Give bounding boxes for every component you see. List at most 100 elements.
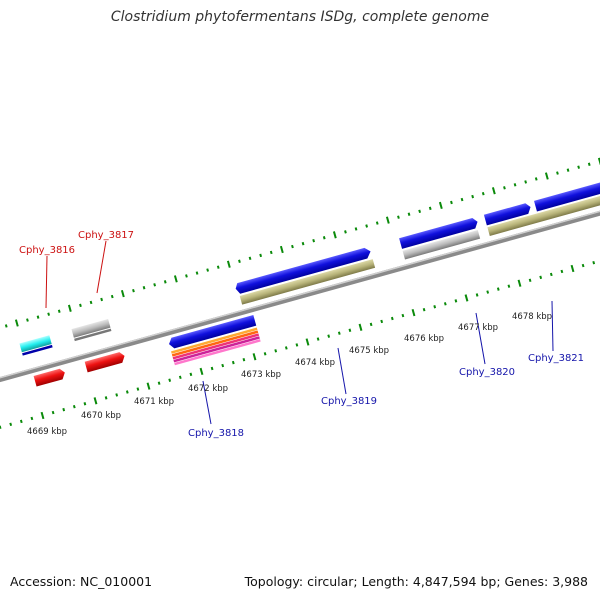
inner-tick: [348, 328, 352, 332]
outer-tick: [397, 215, 400, 219]
outer-tick: [491, 187, 496, 195]
gene-arrow-grey-2[interactable]: [402, 229, 481, 260]
outer-tick: [503, 186, 506, 190]
topology-text: Topology: circular; Length: 4,847,594 bp…: [244, 574, 588, 589]
inner-tick: [104, 396, 108, 400]
gene-arrow-red-2[interactable]: [84, 351, 126, 373]
inner-tick: [125, 390, 129, 394]
outer-tick: [110, 294, 114, 299]
outer-tick: [534, 177, 538, 181]
outer-tick: [385, 216, 390, 224]
inner-tick: [433, 305, 437, 309]
inner-tick: [316, 337, 320, 341]
outer-tick: [556, 171, 559, 175]
inner-tick: [592, 260, 596, 265]
inner-tick: [358, 323, 363, 331]
gene-arrow-blue-1[interactable]: [234, 247, 372, 295]
gene-arrow-blue-2[interactable]: [399, 217, 479, 249]
inner-tick: [199, 367, 204, 376]
gene-label-cphy_3819[interactable]: Cphy_3819: [321, 396, 377, 407]
gene-arrow-khaki-1[interactable]: [239, 259, 376, 305]
gene-arrow-cphy_3817-grey[interactable]: [71, 318, 111, 338]
gene-label-cphy_3816[interactable]: Cphy_3816: [19, 245, 75, 256]
inner-tick: [327, 334, 331, 338]
inner-tick: [178, 375, 182, 380]
gene-arrow-khaki-3[interactable]: [487, 189, 600, 236]
outer-tick: [428, 206, 432, 211]
gene-arrow-blue-3[interactable]: [483, 202, 532, 226]
outer-tick: [26, 318, 29, 322]
kbp-label-4677: 4677 kbp: [458, 323, 498, 333]
inner-tick: [274, 349, 278, 353]
outer-tick: [100, 297, 104, 302]
outer-tick: [524, 180, 528, 184]
gene-label-cphy_3821[interactable]: Cphy_3821: [528, 353, 584, 364]
outer-tick: [587, 162, 591, 166]
outer-tick: [47, 312, 51, 316]
inner-tick: [517, 279, 522, 287]
outer-tick: [226, 260, 231, 268]
kbp-label-4669: 4669 kbp: [27, 427, 67, 437]
outer-tick: [322, 236, 326, 240]
outer-tick: [544, 172, 549, 180]
outer-tick: [354, 227, 358, 231]
leader-cphy_3820: [475, 312, 486, 365]
inner-tick: [30, 416, 34, 421]
inner-tick: [83, 402, 87, 406]
outer-tick: [481, 191, 485, 196]
outer-tick: [79, 303, 82, 308]
outer-tick: [259, 253, 263, 258]
inner-tick: [528, 278, 532, 283]
rrna-band-5[interactable]: [174, 339, 261, 366]
leader-lines: [45, 240, 554, 425]
inner-tick: [72, 404, 76, 409]
genome-backbone-highlight: [0, 160, 600, 430]
inner-tick: [390, 316, 394, 321]
rrna-band-4[interactable]: [173, 336, 260, 363]
outer-tick: [365, 224, 369, 228]
gene-arrow-cphy_3816-cyan[interactable]: [19, 335, 52, 353]
inner-tick: [19, 419, 23, 424]
outer-tick: [279, 245, 284, 254]
leader-cphy_3819: [337, 347, 347, 395]
outer-tick: [344, 230, 347, 234]
reverse-strand: [33, 315, 261, 387]
inner-tick: [337, 331, 341, 335]
inner-tick: [443, 302, 447, 306]
rrna-band-3[interactable]: [172, 333, 260, 360]
inner-tick: [369, 322, 373, 327]
outer-tick: [132, 288, 135, 293]
gene-arrow-red-1[interactable]: [33, 368, 67, 387]
outer-tick: [36, 315, 40, 319]
outer-tick: [153, 283, 157, 287]
kbp-label-4676: 4676 kbp: [404, 334, 444, 344]
inner-tick: [242, 357, 246, 362]
gene-label-cphy_3817[interactable]: Cphy_3817: [78, 230, 134, 241]
inner-tick: [295, 343, 299, 347]
outer-tick: [216, 265, 220, 269]
outer-tick: [438, 201, 443, 210]
outer-tick: [195, 271, 199, 275]
genome-backbone: [0, 160, 600, 433]
inner-tick: [189, 372, 193, 377]
outer-tick: [375, 221, 379, 225]
gene-label-cphy_3818[interactable]: Cphy_3818: [188, 428, 244, 439]
gene-label-cphy_3820[interactable]: Cphy_3820: [459, 367, 515, 378]
outer-tick: [566, 168, 570, 172]
kbp-label-4675: 4675 kbp: [349, 346, 389, 356]
gene-arrow-blue-rev[interactable]: [168, 315, 257, 349]
inner-tick: [560, 269, 564, 274]
rrna-band-1[interactable]: [171, 327, 258, 354]
outer-tick: [407, 212, 411, 216]
leader-cphy_3816: [45, 255, 48, 309]
inner-tick: [252, 353, 257, 361]
gene-cphy_3816-underline: [22, 344, 53, 356]
inner-tick: [136, 387, 140, 391]
inner-tick: [305, 338, 310, 346]
rrna-band-2[interactable]: [171, 330, 259, 357]
leader-cphy_3817: [96, 240, 107, 294]
inner-tick: [263, 352, 267, 356]
leader-cphy_3818: [202, 380, 212, 425]
inner-tick: [411, 308, 416, 317]
